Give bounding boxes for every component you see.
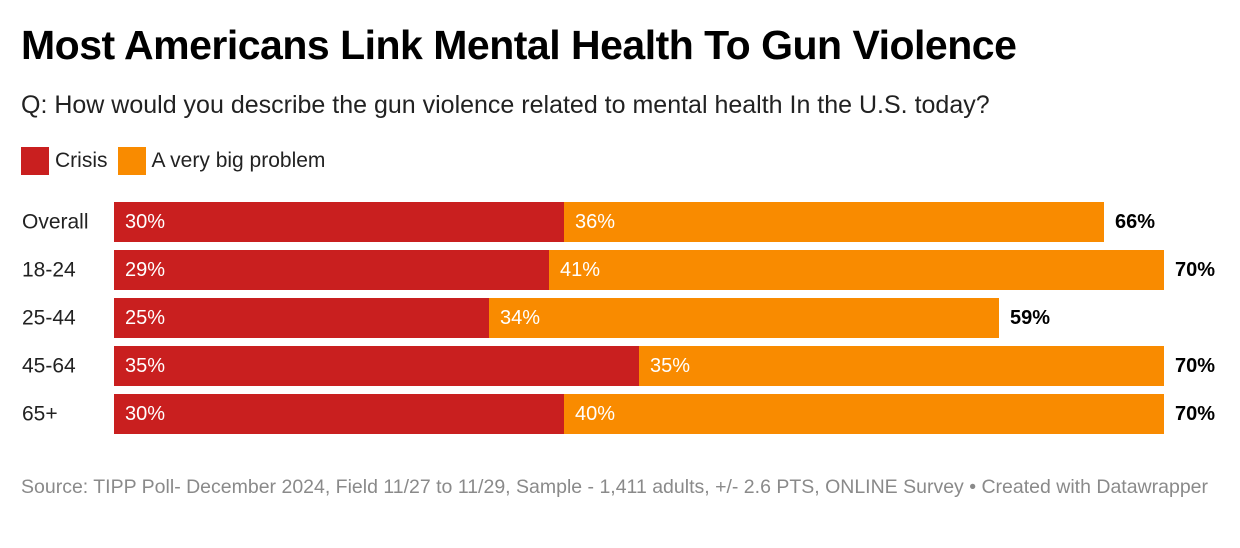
bar-value-label: 35% xyxy=(650,355,690,377)
bar-total-label: 70% xyxy=(1175,355,1215,377)
chart-title: Most Americans Link Mental Health To Gun… xyxy=(21,22,1017,68)
datawrapper-credit: • Created with Datawrapper xyxy=(969,476,1209,498)
bar-segment-big-problem xyxy=(564,202,1104,242)
bar-segment-crisis xyxy=(114,250,549,290)
legend: Crisis A very big problem xyxy=(21,146,335,176)
source-text: Source: TIPP Poll- December 2024, Field … xyxy=(21,476,964,498)
category-label: 25-44 xyxy=(22,307,76,330)
legend-swatch-big-problem xyxy=(117,147,146,175)
bar-segment-big-problem xyxy=(639,346,1164,386)
legend-item-big-problem: A very big problem xyxy=(117,147,326,175)
category-label: 18-24 xyxy=(22,259,76,282)
bar-total-label: 66% xyxy=(1115,211,1155,233)
source-note: Source: TIPP Poll- December 2024, Field … xyxy=(21,475,1221,500)
category-label: Overall xyxy=(22,211,89,234)
bar-total-label: 70% xyxy=(1175,259,1215,281)
bar-value-label: 35% xyxy=(125,355,165,377)
legend-swatch-crisis xyxy=(21,147,49,175)
category-label: 45-64 xyxy=(22,355,76,378)
bar-value-label: 34% xyxy=(500,307,540,329)
bar-segment-crisis xyxy=(114,346,639,386)
bar-value-label: 40% xyxy=(575,403,615,425)
legend-label-big-problem: A very big problem xyxy=(151,149,326,172)
bar-value-label: 30% xyxy=(125,403,165,425)
bar-value-label: 30% xyxy=(125,211,165,233)
stacked-bar-chart: Overall 30% 36% 66% 18-24 29% 41% 70% 25-44 25% 34… xyxy=(22,202,1215,434)
bar-segment-crisis xyxy=(114,202,564,242)
bar-value-label: 25% xyxy=(125,307,165,329)
bar-total-label: 59% xyxy=(1010,307,1050,329)
legend-label-crisis: Crisis xyxy=(55,149,108,172)
bar-value-label: 41% xyxy=(560,259,600,281)
bar-segment-crisis xyxy=(114,394,564,434)
bar-total-label: 70% xyxy=(1175,403,1215,425)
legend-item-crisis: Crisis xyxy=(21,147,108,175)
bar-segment-big-problem xyxy=(564,394,1164,434)
chart-subtitle: Q: How would you describe the gun violen… xyxy=(21,91,990,119)
bar-segment-crisis xyxy=(114,298,489,338)
bar-segment-big-problem xyxy=(489,298,999,338)
bar-value-label: 29% xyxy=(125,259,165,281)
bar-segment-big-problem xyxy=(549,250,1164,290)
bar-value-label: 36% xyxy=(575,211,615,233)
category-label: 65+ xyxy=(22,403,58,426)
